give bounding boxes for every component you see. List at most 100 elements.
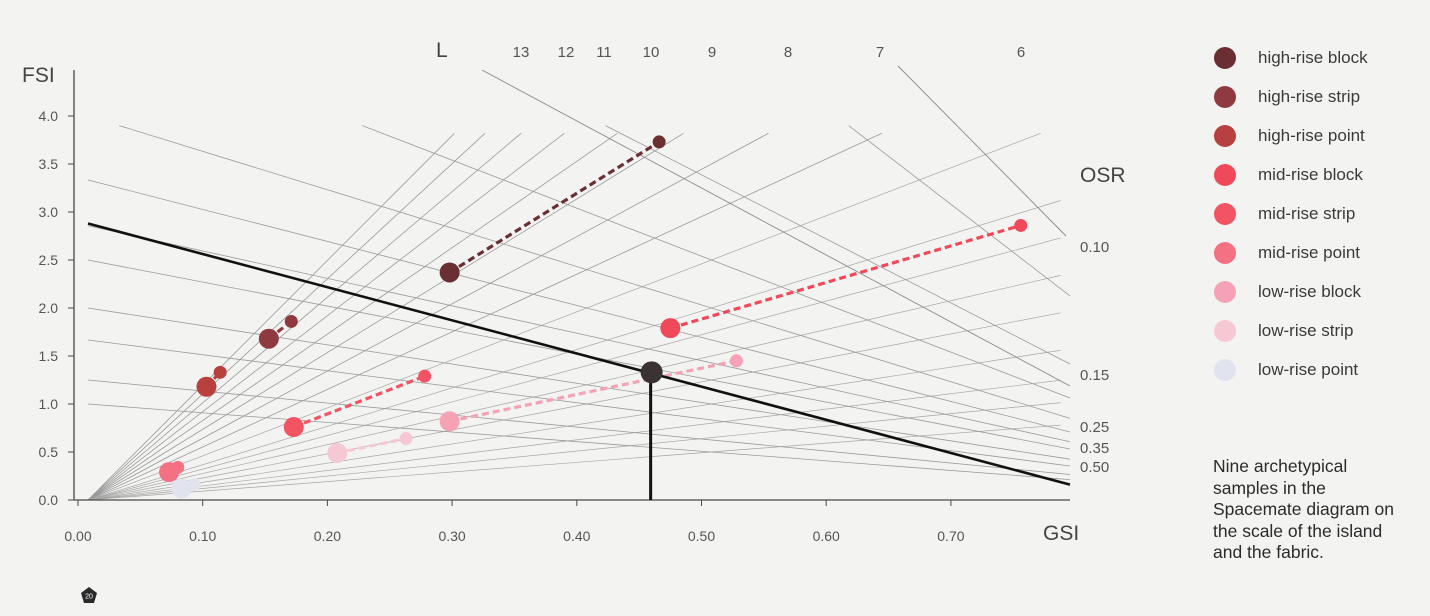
data-point-large [660,318,681,339]
l-line [87,402,1061,501]
y-tick-label: 3.0 [39,204,59,220]
x-tick-label: 0.20 [314,528,341,544]
y-tick-label: 1.0 [39,396,59,412]
l-line [87,132,769,501]
osr-line [119,125,1071,419]
l-line [87,132,455,501]
data-point-small [187,478,201,492]
osr-axis-label: OSR [1080,164,1126,187]
data-point-small [1014,218,1028,232]
l-line [87,379,1061,501]
legend-swatch [1214,241,1236,264]
series-low-rise-point [171,478,201,499]
legend-label: high-rise block [1258,47,1368,67]
legend: high-rise block high-rise strip high-rise … [1214,38,1424,389]
legend-label: low-rise point [1258,359,1359,379]
osr-tick-label: 0.15 [1080,367,1109,384]
x-axis-label: GSI [1043,522,1079,545]
legend-item: high-rise strip [1214,77,1424,116]
series-connector [448,140,660,274]
l-tick-label: 6 [1017,44,1025,61]
y-tick-label: 3.5 [39,156,59,172]
osr-line [87,379,1071,475]
x-tick-label: 0.30 [438,528,465,544]
l-axis-label: L [436,39,448,62]
series-low-rise-block [439,354,743,432]
osr-line [87,225,1071,443]
legend-swatch [1214,124,1236,147]
legend-swatch [1214,46,1236,69]
series-connector [337,436,407,455]
data-point-large [327,442,348,463]
legend-label: high-rise strip [1258,86,1361,106]
legend-label: low-rise block [1258,281,1361,301]
data-point-large [171,478,192,499]
legend-item: low-rise block [1214,272,1424,311]
series-connector [669,223,1022,330]
osr-line [848,125,1071,297]
legend-item: high-rise point [1214,116,1424,155]
y-tick-label: 1.5 [39,348,59,364]
axis-labels: 0.0 0.5 1.0 1.5 2.0 2.5 3.0 3.5 4.0 0.00 0.10 0.20 0… [22,39,1126,545]
legend-swatch [1214,163,1236,186]
x-tick-label: 0.00 [64,528,91,544]
highlight-point [640,361,663,384]
l-line [87,132,618,501]
osr-tick-label: 0.10 [1080,239,1109,256]
highlight-line [87,222,1071,486]
legend-swatch [1214,85,1236,108]
osr-line [87,339,1071,467]
l-tick-label: 11 [596,44,612,61]
legend-item: mid-rise strip [1214,194,1424,233]
page-badge: 20 [81,587,97,603]
y-tick-label: 0.0 [39,492,59,508]
data-point-small [399,432,413,446]
series-connector [293,374,426,429]
osr-line [362,125,1071,399]
series-low-rise-strip [327,432,413,463]
data-point-small [213,365,227,379]
data-point-large [258,328,279,349]
legend-item: high-rise block [1214,38,1424,77]
l-tick-label: 8 [784,44,792,61]
legend-label: low-rise strip [1258,320,1354,340]
legend-item: mid-rise point [1214,233,1424,272]
data-point-large [439,411,460,432]
osr-reference-line [897,65,1067,237]
l-line [87,132,565,501]
osr-line [87,403,1071,480]
legend-label: high-rise point [1258,125,1365,145]
l-reference-line [481,69,1071,387]
series-high-rise-point [196,365,227,397]
legend-swatch [1214,358,1236,381]
l-line [87,132,522,501]
legend-item: low-rise strip [1214,311,1424,350]
l-line [87,275,1061,501]
data-point-large [439,262,460,283]
spacemate-chart: 0.0 0.5 1.0 1.5 2.0 2.5 3.0 3.5 4.0 0.00 0.10 0.20 0… [22,39,1126,545]
y-axis-label: FSI [22,64,55,87]
data-point-small [729,354,743,368]
y-tick-label: 2.0 [39,300,59,316]
l-line [87,132,486,501]
grid-lines [87,65,1071,501]
osr-tick-label: 0.25 [1080,419,1109,436]
l-tick-label: 9 [708,44,716,61]
l-line [87,132,684,501]
osr-tick-label: 0.35 [1080,440,1109,457]
l-line [87,132,1041,501]
l-line [87,200,1061,501]
l-line [87,132,883,501]
highlight-layer [87,222,1071,500]
series-high-rise-block [439,135,666,283]
x-tick-label: 0.40 [563,528,590,544]
axes [68,70,1070,506]
l-tick-label: 12 [558,44,575,61]
l-line [87,237,1061,501]
series-high-rise-strip [258,314,298,349]
l-line [87,349,1061,501]
legend-item: low-rise point [1214,350,1424,389]
y-tick-label: 2.5 [39,252,59,268]
osr-line [87,179,1071,433]
l-tick-label: 7 [876,44,884,61]
